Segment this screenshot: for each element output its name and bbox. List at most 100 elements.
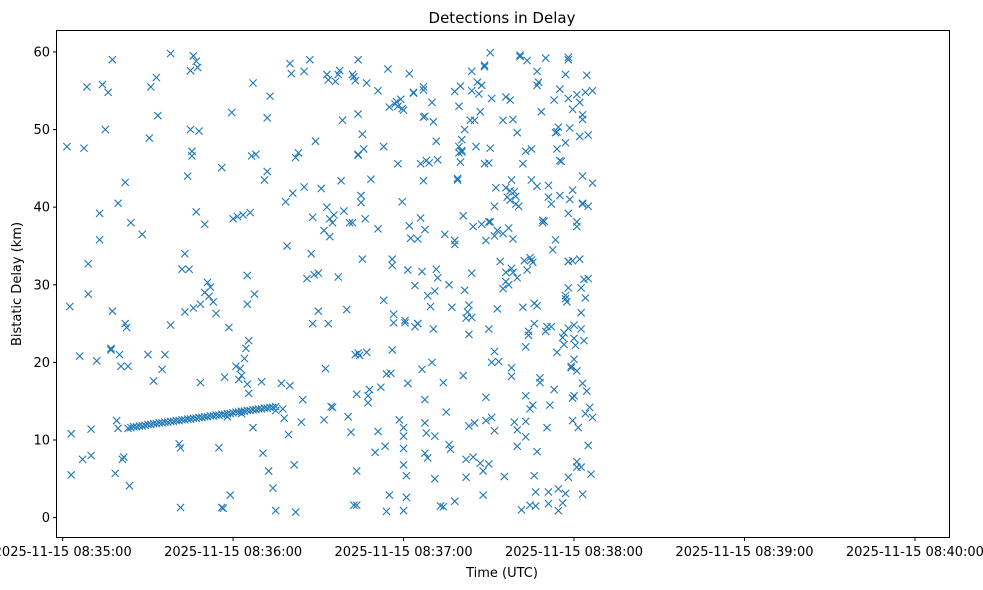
data-point (62, 142, 71, 151)
data-point (92, 356, 101, 365)
data-point (65, 302, 74, 311)
data-point (467, 313, 476, 322)
data-point (561, 489, 570, 498)
data-point (176, 503, 185, 512)
data-point (486, 217, 495, 226)
data-point (584, 441, 593, 450)
data-point (405, 69, 414, 78)
data-point (366, 175, 375, 184)
data-point (531, 501, 540, 510)
data-point (124, 424, 133, 433)
data-point (240, 354, 249, 363)
data-point (547, 322, 556, 331)
data-point (196, 378, 205, 387)
data-point (401, 318, 409, 327)
x-tick-label: 2025-11-15 08:36:00 (164, 545, 302, 560)
data-point (501, 92, 510, 101)
data-point (311, 137, 320, 146)
data-point (212, 309, 221, 318)
data-point (419, 85, 428, 94)
data-point (460, 286, 469, 295)
data-point (480, 62, 489, 71)
data-point (236, 364, 245, 373)
data-point (578, 490, 587, 499)
data-point (466, 116, 475, 125)
y-tick-label: 20 (33, 356, 50, 371)
data-point (562, 297, 571, 306)
data-point (244, 389, 253, 398)
data-point (219, 504, 228, 513)
data-point (527, 144, 536, 153)
data-point (241, 344, 250, 353)
data-point (281, 197, 290, 206)
data-point (345, 218, 354, 227)
data-point (510, 187, 519, 196)
data-point (67, 470, 76, 479)
data-point (550, 96, 559, 105)
data-point (513, 273, 522, 282)
data-point (413, 234, 422, 243)
data-point (302, 274, 311, 283)
data-point (104, 88, 113, 97)
data-point (578, 379, 587, 388)
data-point (481, 393, 490, 402)
data-point (402, 493, 411, 502)
data-point (418, 365, 427, 374)
data-point (584, 131, 593, 139)
data-point (518, 159, 527, 168)
data-point (422, 429, 431, 437)
data-point (570, 355, 579, 364)
data-point (298, 395, 307, 404)
data-point (533, 447, 542, 456)
data-point (551, 235, 560, 244)
data-point (231, 362, 240, 371)
data-point (557, 157, 566, 166)
data-point (564, 94, 573, 103)
data-point (544, 487, 553, 496)
data-point (399, 106, 408, 115)
data-point (570, 391, 579, 400)
data-point (500, 472, 509, 481)
data-point (356, 198, 365, 207)
data-point (527, 255, 536, 264)
data-point (479, 467, 488, 476)
data-point (425, 158, 434, 167)
data-point (320, 415, 329, 424)
data-point (419, 176, 428, 185)
data-point (564, 324, 573, 333)
data-point (146, 82, 155, 91)
data-point (331, 77, 340, 86)
data-point (185, 265, 194, 274)
data-point (420, 112, 429, 121)
data-point (582, 387, 591, 396)
data-point (284, 430, 293, 439)
data-point (300, 67, 309, 76)
data-point (511, 192, 520, 201)
data-point (75, 352, 84, 361)
data-point (405, 221, 414, 230)
data-point (534, 78, 543, 87)
data-point (349, 501, 358, 510)
data-point (507, 372, 516, 381)
data-point (393, 102, 402, 111)
data-point (250, 290, 259, 299)
data-point (388, 255, 397, 264)
data-point (501, 183, 510, 192)
data-point (486, 144, 495, 153)
data-point (409, 89, 418, 98)
data-point (567, 362, 576, 371)
data-point (382, 507, 391, 516)
data-point (481, 236, 490, 245)
data-point (584, 202, 593, 211)
data-point (457, 146, 466, 155)
data-point (376, 383, 385, 392)
data-point (354, 55, 363, 64)
data-point (463, 307, 472, 316)
data-point (554, 506, 563, 515)
data-point (195, 127, 204, 136)
data-point (334, 273, 343, 282)
data-point (545, 401, 554, 410)
data-point (247, 151, 256, 160)
data-point (477, 81, 486, 90)
data-point (487, 413, 496, 422)
